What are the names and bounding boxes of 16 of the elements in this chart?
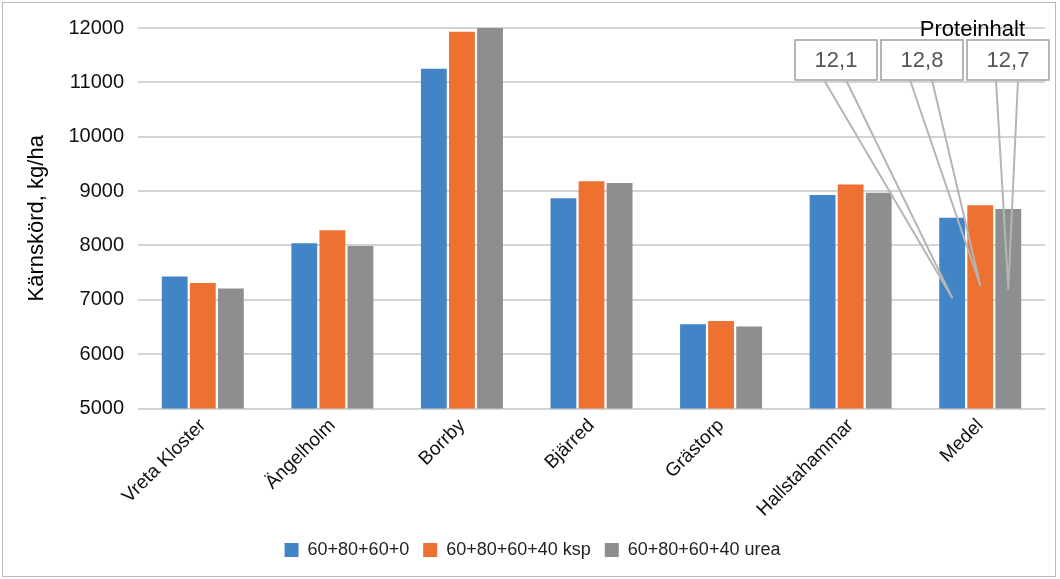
y-tick-label: 9000 bbox=[79, 178, 125, 201]
y-tick-label: 12000 bbox=[68, 15, 125, 38]
y-tick-label: 6000 bbox=[79, 341, 125, 364]
y-tick-label: 10000 bbox=[68, 124, 125, 147]
y-tick-label: 11000 bbox=[69, 69, 125, 92]
y-tick-label: 7000 bbox=[79, 287, 125, 310]
y-tick-label: 5000 bbox=[79, 396, 125, 419]
annotation: Proteinhalt bbox=[919, 16, 1025, 42]
y-tick-label: 8000 bbox=[79, 232, 125, 255]
legend-label: 60+80+60+40 ksp bbox=[446, 538, 591, 559]
y-axis-title: Kärnskörd, kg/ha bbox=[23, 134, 49, 302]
annotation: 12,7 bbox=[986, 47, 1030, 73]
legend-label: 60+80+60+0 bbox=[307, 538, 410, 559]
annotation: 12,8 bbox=[900, 47, 944, 73]
annotation: 12,1 bbox=[814, 47, 858, 73]
legend-label: 60+80+60+40 urea bbox=[627, 538, 782, 559]
